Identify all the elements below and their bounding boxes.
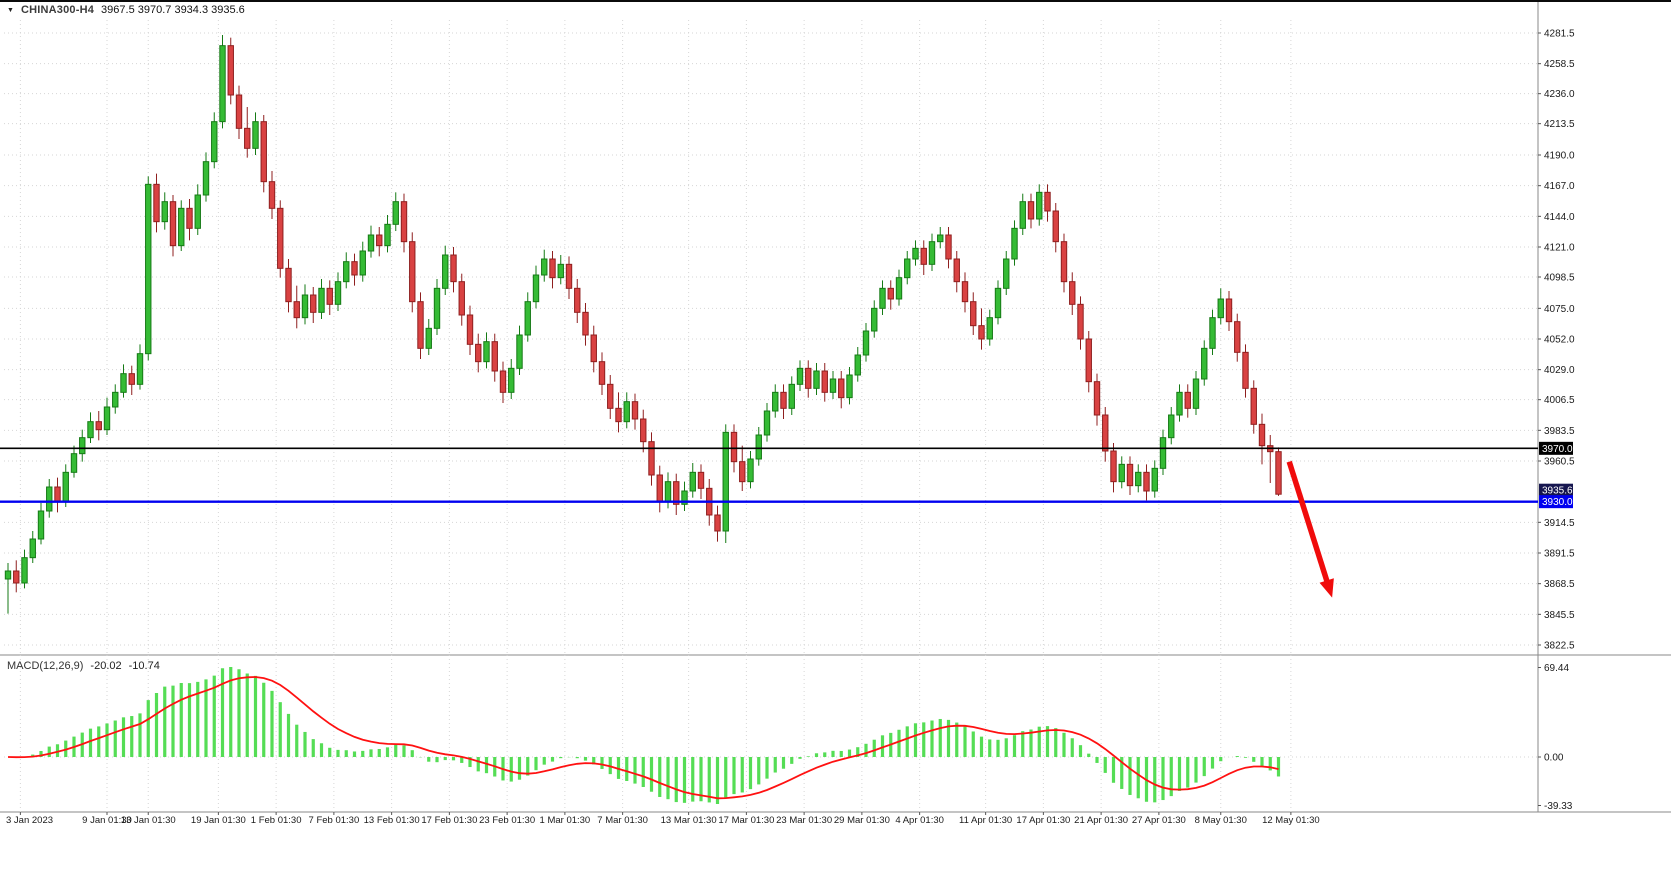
macd-signal-value: -10.74 — [128, 660, 160, 672]
macd-axis: 69.44 0.00 -39.33 — [1538, 663, 1573, 812]
svg-text:4190.0: 4190.0 — [1544, 151, 1575, 162]
svg-text:27 Apr 01:30: 27 Apr 01:30 — [1132, 815, 1186, 826]
svg-text:11 Apr 01:30: 11 Apr 01:30 — [959, 815, 1012, 826]
symbol-info-bar: ▼ CHINA300-H4 3967.5 3970.7 3934.3 3935.… — [7, 4, 245, 16]
svg-text:19 Jan 01:30: 19 Jan 01:30 — [191, 815, 246, 826]
svg-text:69.44: 69.44 — [1544, 663, 1569, 674]
window-top-border — [0, 0, 1671, 2]
svg-text:3983.5: 3983.5 — [1544, 426, 1575, 437]
svg-text:4 Apr 01:30: 4 Apr 01:30 — [895, 815, 944, 826]
chart-frame — [0, 2, 1671, 813]
svg-text:3845.5: 3845.5 — [1544, 610, 1575, 621]
svg-text:4144.0: 4144.0 — [1544, 212, 1575, 223]
svg-text:1 Mar 01:30: 1 Mar 01:30 — [540, 815, 591, 826]
macd-panel-layer — [4, 667, 1538, 804]
svg-text:23 Feb 01:30: 23 Feb 01:30 — [479, 815, 535, 826]
grid-layer — [4, 20, 1538, 812]
svg-text:3822.5: 3822.5 — [1544, 641, 1575, 652]
svg-text:13 Jan 01:30: 13 Jan 01:30 — [121, 815, 176, 826]
macd-label-text: MACD(12,26,9) — [7, 660, 84, 672]
macd-indicator-label: MACD(12,26,9) -20.02 -10.74 — [7, 660, 160, 672]
current-price-label: 3935.6 — [1539, 483, 1573, 497]
svg-text:1 Feb 01:30: 1 Feb 01:30 — [251, 815, 302, 826]
trend-arrow-annotation[interactable] — [1286, 460, 1334, 598]
svg-text:9 Jan 01:30: 9 Jan 01:30 — [82, 815, 132, 826]
svg-text:4006.5: 4006.5 — [1544, 395, 1575, 406]
svg-text:7 Mar 01:30: 7 Mar 01:30 — [597, 815, 648, 826]
svg-text:3868.5: 3868.5 — [1544, 579, 1575, 590]
svg-text:17 Apr 01:30: 17 Apr 01:30 — [1016, 815, 1070, 826]
svg-text:0.00: 0.00 — [1544, 753, 1564, 764]
svg-text:23 Mar 01:30: 23 Mar 01:30 — [776, 815, 832, 826]
svg-text:3914.5: 3914.5 — [1544, 518, 1575, 529]
price-axis: 4281.5 4258.5 4236.0 4213.5 4190.0 4167.0 4144… — [1538, 29, 1575, 652]
svg-text:4029.0: 4029.0 — [1544, 365, 1575, 376]
svg-text:4258.5: 4258.5 — [1544, 59, 1575, 70]
svg-text:17 Mar 01:30: 17 Mar 01:30 — [718, 815, 774, 826]
svg-text:4281.5: 4281.5 — [1544, 29, 1575, 40]
svg-text:8 May 01:30: 8 May 01:30 — [1195, 815, 1247, 826]
svg-text:12 May 01:30: 12 May 01:30 — [1262, 815, 1320, 826]
svg-text:29 Mar 01:30: 29 Mar 01:30 — [834, 815, 890, 826]
symbol-title: CHINA300-H4 — [20, 4, 95, 16]
ohlc-values: 3967.5 3970.7 3934.3 3935.6 — [101, 4, 245, 16]
svg-text:17 Feb 01:30: 17 Feb 01:30 — [421, 815, 477, 826]
svg-text:3970.0: 3970.0 — [1542, 444, 1573, 455]
svg-text:3930.0: 3930.0 — [1542, 497, 1573, 508]
collapse-arrow-icon[interactable]: ▼ — [7, 6, 14, 14]
svg-text:3 Jan 2023: 3 Jan 2023 — [6, 815, 53, 826]
svg-text:3960.5: 3960.5 — [1544, 457, 1575, 468]
svg-text:4213.5: 4213.5 — [1544, 119, 1575, 130]
svg-text:4236.0: 4236.0 — [1544, 89, 1575, 100]
svg-text:-39.33: -39.33 — [1544, 801, 1573, 812]
svg-text:13 Feb 01:30: 13 Feb 01:30 — [364, 815, 420, 826]
svg-text:3891.5: 3891.5 — [1544, 549, 1575, 560]
svg-text:3935.6: 3935.6 — [1542, 486, 1573, 497]
candles-layer — [4, 35, 1282, 614]
svg-text:13 Mar 01:30: 13 Mar 01:30 — [661, 815, 717, 826]
svg-text:7 Feb 01:30: 7 Feb 01:30 — [309, 815, 360, 826]
svg-text:4167.0: 4167.0 — [1544, 181, 1575, 192]
price-tag-3970.0: 3970.0 — [1539, 441, 1573, 455]
svg-text:4121.0: 4121.0 — [1544, 243, 1575, 254]
macd-value: -20.02 — [90, 660, 122, 672]
svg-text:4075.0: 4075.0 — [1544, 304, 1575, 315]
svg-text:4052.0: 4052.0 — [1544, 335, 1575, 346]
macd-signal-line — [7, 676, 1279, 800]
svg-text:4098.5: 4098.5 — [1544, 273, 1575, 284]
price-tag-3930.0: 3930.0 — [1539, 495, 1573, 509]
svg-text:21 Apr 01:30: 21 Apr 01:30 — [1074, 815, 1128, 826]
